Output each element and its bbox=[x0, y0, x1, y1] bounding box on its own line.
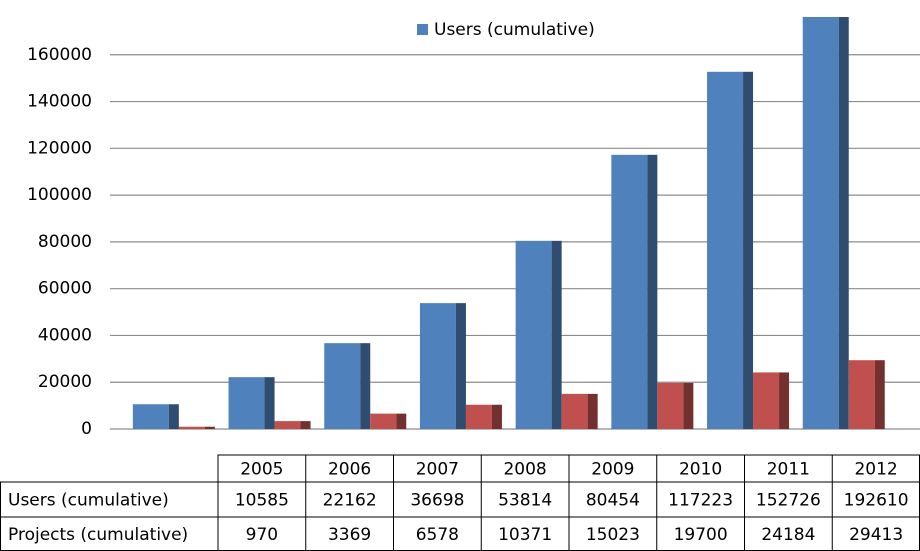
table-value: 22162 bbox=[323, 491, 377, 511]
bars bbox=[132, 17, 885, 429]
table-value: 10585 bbox=[235, 491, 289, 511]
bar bbox=[753, 372, 780, 429]
bar bbox=[848, 360, 875, 429]
bar-side bbox=[874, 360, 885, 429]
bar bbox=[324, 343, 361, 429]
grid bbox=[110, 54, 920, 430]
bar-side bbox=[455, 303, 466, 429]
table-value: 19700 bbox=[674, 525, 728, 545]
bar-side bbox=[838, 17, 849, 429]
bar-side bbox=[743, 71, 754, 429]
table-value: 29413 bbox=[849, 525, 903, 545]
y-tick-label: 80000 bbox=[38, 232, 92, 252]
y-tick-label: 120000 bbox=[27, 138, 92, 158]
table-value: 970 bbox=[246, 525, 278, 545]
bar-side bbox=[779, 372, 790, 429]
table-header: 2009 bbox=[591, 460, 634, 480]
table-value: 192610 bbox=[844, 491, 909, 511]
bar-side bbox=[587, 393, 598, 429]
bar bbox=[370, 413, 397, 429]
bar bbox=[515, 240, 552, 429]
bar bbox=[465, 404, 492, 429]
bar-side bbox=[168, 404, 179, 429]
bar bbox=[178, 426, 205, 429]
bar bbox=[707, 71, 744, 429]
bar bbox=[274, 421, 301, 429]
y-tick-label: 40000 bbox=[38, 325, 92, 345]
y-tick-label: 100000 bbox=[27, 185, 92, 205]
bar bbox=[611, 154, 648, 429]
table-value: 6578 bbox=[416, 525, 459, 545]
table-value: 53814 bbox=[498, 491, 552, 511]
table-row-label: Projects (cumulative) bbox=[8, 525, 188, 545]
table-header: 2005 bbox=[240, 460, 283, 480]
bar bbox=[802, 17, 839, 429]
bar bbox=[228, 377, 265, 429]
bar bbox=[419, 303, 456, 429]
y-tick-label: 160000 bbox=[27, 45, 92, 65]
table-header: 2012 bbox=[854, 460, 897, 480]
legend-label: Users (cumulative) bbox=[434, 20, 595, 40]
bar-side bbox=[264, 377, 275, 429]
table-value: 10371 bbox=[498, 525, 552, 545]
y-tick-label: 20000 bbox=[38, 372, 92, 392]
table-value: 3369 bbox=[328, 525, 371, 545]
table-value: 152726 bbox=[756, 491, 821, 511]
table-row-label: Users (cumulative) bbox=[8, 491, 169, 511]
y-tick-label: 60000 bbox=[38, 279, 92, 299]
table-header: 2007 bbox=[416, 460, 459, 480]
bar-side bbox=[491, 404, 502, 429]
bar-side bbox=[551, 240, 562, 429]
table-header: 2006 bbox=[328, 460, 371, 480]
table-value: 36698 bbox=[410, 491, 464, 511]
labels: 0 20000 40000 60000 80000 100000 120000 140000 1… bbox=[0, 20, 920, 551]
bar bbox=[561, 393, 588, 429]
table-header: 2010 bbox=[679, 460, 722, 480]
bar-side bbox=[683, 382, 694, 429]
table-header: 2011 bbox=[767, 460, 810, 480]
y-tick-label: 140000 bbox=[27, 92, 92, 112]
bar-side bbox=[204, 426, 215, 429]
bar-side bbox=[300, 421, 311, 429]
bar-side bbox=[647, 154, 658, 429]
table-value: 117223 bbox=[668, 491, 733, 511]
table-value: 24184 bbox=[761, 525, 815, 545]
table-value: 15023 bbox=[586, 525, 640, 545]
table-header: 2008 bbox=[503, 460, 546, 480]
y-tick-label: 0 bbox=[81, 419, 92, 439]
legend-swatch bbox=[417, 24, 428, 35]
bar bbox=[657, 382, 684, 429]
table-value: 80454 bbox=[586, 491, 640, 511]
bar-side bbox=[360, 343, 371, 429]
bar-side bbox=[396, 413, 407, 429]
bar bbox=[132, 404, 169, 429]
